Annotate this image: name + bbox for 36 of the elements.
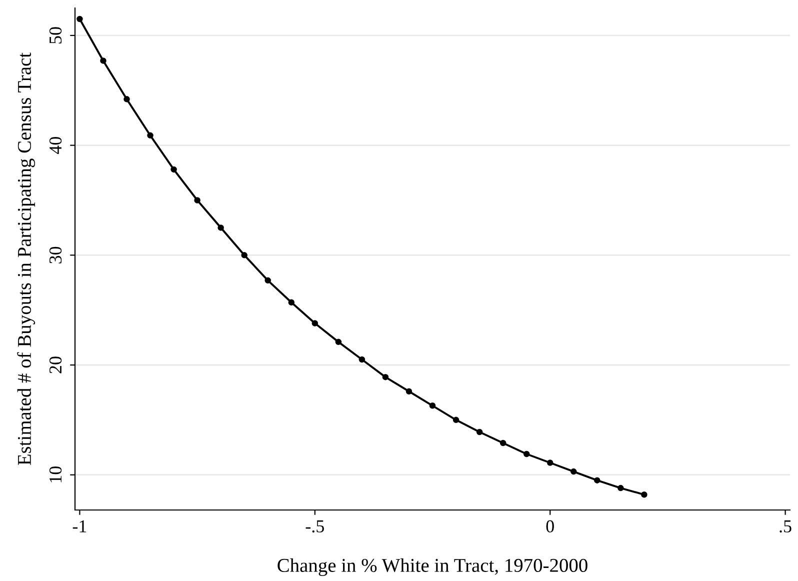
point [546, 460, 554, 466]
point [594, 477, 600, 484]
y-tick-label: 50 [49, 27, 62, 44]
x-tick-label: .5 [780, 520, 792, 533]
point [288, 299, 295, 306]
point [147, 132, 154, 139]
point [382, 374, 389, 380]
y-tick-label: 10 [49, 466, 62, 482]
point [452, 416, 460, 424]
y-tick-label: 30 [49, 246, 62, 264]
y-tick-label: 20 [49, 356, 62, 374]
point [358, 356, 366, 363]
point [170, 166, 177, 173]
point [312, 320, 318, 326]
point [406, 388, 412, 394]
x-tick-label: -.5 [306, 520, 324, 533]
point [76, 16, 83, 22]
point [194, 197, 200, 204]
x-tick-label: 0 [546, 520, 554, 532]
point [335, 338, 342, 346]
x-axis-title: Change in % White in Tract, 1970-2000 [278, 558, 588, 576]
point [264, 277, 271, 284]
point [618, 484, 624, 492]
point [500, 440, 506, 446]
point [218, 224, 224, 231]
point [570, 468, 577, 475]
point [241, 252, 248, 258]
point [100, 58, 106, 64]
point [124, 96, 130, 102]
y-tick-label: 40 [49, 136, 62, 154]
x-tick-label: -1 [72, 520, 86, 532]
y-axis-title: Estimated # of Buyouts in Participating Census Tract [17, 52, 36, 466]
point [523, 450, 530, 458]
point [476, 428, 483, 436]
point [641, 491, 648, 498]
point [429, 402, 436, 409]
